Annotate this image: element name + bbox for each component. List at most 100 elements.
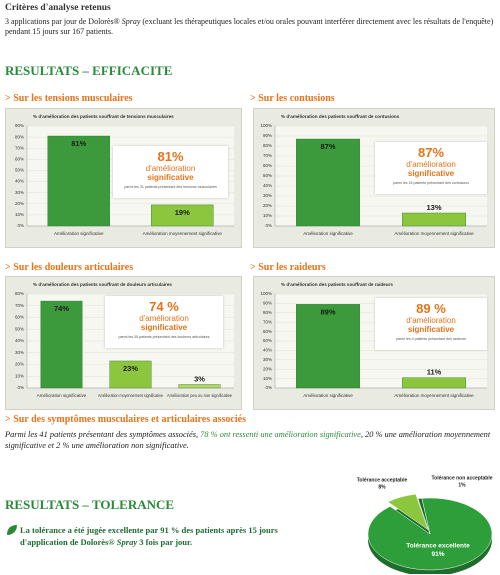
pie-slice: [387, 493, 429, 531]
bar: [401, 377, 466, 389]
value-label: 13%: [426, 203, 441, 212]
text: Spray: [116, 537, 138, 547]
text: Spray: [121, 17, 141, 26]
y-tick-label: 100%: [260, 123, 272, 128]
y-tick-label: 0%: [265, 223, 272, 228]
x-tick-label: Amélioration moyennement significative: [143, 231, 223, 236]
x-tick-label: Amélioration significative: [303, 393, 353, 398]
y-tick-label: 10%: [15, 212, 24, 217]
text: 78 % ont ressenti une amélioration signi…: [200, 430, 361, 439]
callout-text: d'amélioration: [145, 164, 196, 173]
y-tick-label: 90%: [263, 301, 272, 306]
y-tick-label: 20%: [263, 366, 272, 371]
chart-title: % d'amélioration des patients souffrant …: [33, 282, 172, 287]
x-tick-label: Amélioration moyennement significative: [394, 393, 474, 398]
y-tick-label: 60%: [263, 329, 272, 334]
y-tick-label: 40%: [263, 348, 272, 353]
y-tick-label: 70%: [15, 145, 24, 150]
y-tick-label: 80%: [15, 134, 24, 139]
x-tick-label: Amélioration moyennement significative: [98, 393, 163, 398]
callout-text: d'amélioration: [406, 160, 456, 169]
callout-value: 89 %: [416, 301, 446, 316]
callout-value: 87%: [417, 145, 445, 160]
callout-note: parmi les 4 patients présentant des raid…: [396, 337, 466, 341]
callout: 81% d'amélioration significative parmi les …: [113, 146, 228, 198]
callout-text: significative: [407, 169, 455, 178]
y-tick-label: 20%: [15, 362, 24, 367]
x-tick-label: Amélioration peu ou non significative: [167, 393, 232, 398]
chart-title: % d'amélioration des patients souffrant …: [33, 114, 174, 119]
value-label: 89%: [320, 307, 335, 316]
slice-value: 91%: [431, 551, 444, 558]
y-tick-label: 50%: [263, 338, 272, 343]
text: , 20 % une amélioration moyennement sign…: [5, 430, 491, 450]
y-tick-label: 60%: [263, 163, 272, 168]
y-tick-label: 30%: [263, 357, 272, 362]
y-tick-label: 80%: [263, 310, 272, 315]
bar: [401, 212, 466, 227]
subsection-title: > Sur les raideurs: [250, 262, 326, 273]
y-tick-label: 60%: [15, 315, 24, 320]
y-tick-label: 30%: [263, 193, 272, 198]
section-title: RESULTATS – EFFICACITE: [5, 63, 173, 78]
y-tick-label: 70%: [263, 153, 272, 158]
y-tick-label: 0%: [17, 223, 24, 228]
y-tick-label: 10%: [263, 213, 272, 218]
callout-note: parmi les 31 patients présentant des ten…: [124, 185, 217, 189]
callout-value: 74 %: [149, 299, 179, 314]
callout-note: parmi les 15 patients présentant des con…: [392, 181, 470, 185]
bar: [40, 300, 83, 389]
y-tick-label: 60%: [15, 157, 24, 162]
value-label: 11%: [427, 368, 442, 377]
value-label: 81%: [71, 139, 86, 148]
bar: [47, 135, 110, 227]
tolerance-text: La tolérance a été jugée excellente par …: [20, 524, 320, 548]
y-tick-label: 30%: [15, 350, 24, 355]
callout-text: significative: [147, 173, 194, 182]
y-tick-label: 20%: [263, 203, 272, 208]
text: Parmi les 41 patients présentant des sym…: [5, 430, 201, 439]
bar: [109, 360, 152, 389]
subsection-title: > Sur les contusions: [250, 93, 335, 104]
callout: 87% d'amélioration significative parmi les …: [375, 142, 487, 194]
x-tick-label: Amélioration significative: [54, 231, 104, 236]
associated-text: Parmi les 41 patients présentant des sym…: [5, 429, 495, 451]
y-tick-label: 90%: [263, 133, 272, 138]
x-tick-label: Amélioration significative: [37, 393, 87, 398]
callout-text: significative: [407, 325, 455, 334]
chart-title: % d'amélioration des patients souffrant …: [281, 114, 400, 119]
y-tick-label: 50%: [15, 168, 24, 173]
slice-value: 1%: [458, 482, 466, 488]
subsection-title: > Sur les tensions musculaires: [5, 93, 133, 104]
callout: 89 % d'amélioration significative parmi les…: [375, 298, 487, 350]
slice-label: Tolérance non acceptable: [431, 475, 492, 481]
value-label: 74%: [54, 304, 69, 313]
header-title: Critères d'analyse retenus: [5, 3, 111, 13]
text: La tolérance a été jugée excellente par …: [20, 525, 278, 547]
y-tick-label: 40%: [15, 338, 24, 343]
subsection-title: > Sur les douleurs articulaires: [5, 262, 134, 273]
value-label: 19%: [175, 208, 190, 217]
y-tick-label: 50%: [15, 326, 24, 331]
y-tick-label: 0%: [17, 385, 24, 390]
bar: [150, 204, 214, 227]
x-tick-label: Amélioration significative: [303, 231, 353, 236]
x-tick-label: Amélioration moyennement significative: [394, 231, 474, 236]
y-tick-label: 0%: [265, 385, 272, 390]
pie-slice: [417, 498, 431, 535]
slice-value: 8%: [378, 484, 386, 490]
text: 3 applications par jour de Dolorès®: [5, 17, 122, 26]
header-text: 3 applications par jour de Dolorès® Spra…: [5, 17, 495, 37]
y-tick-label: 10%: [263, 376, 272, 381]
callout-text: significative: [140, 323, 188, 332]
bar: [178, 384, 221, 389]
value-label: 3%: [194, 374, 205, 383]
slice-label: Tolérance excellente: [406, 543, 470, 550]
callout: 74 % d'amélioration significative parmi les…: [105, 296, 223, 348]
chart-title: % d'amélioration des patients souffrant …: [281, 282, 393, 287]
bar: [296, 304, 360, 389]
y-tick-label: 70%: [263, 319, 272, 324]
y-tick-label: 30%: [15, 190, 24, 195]
